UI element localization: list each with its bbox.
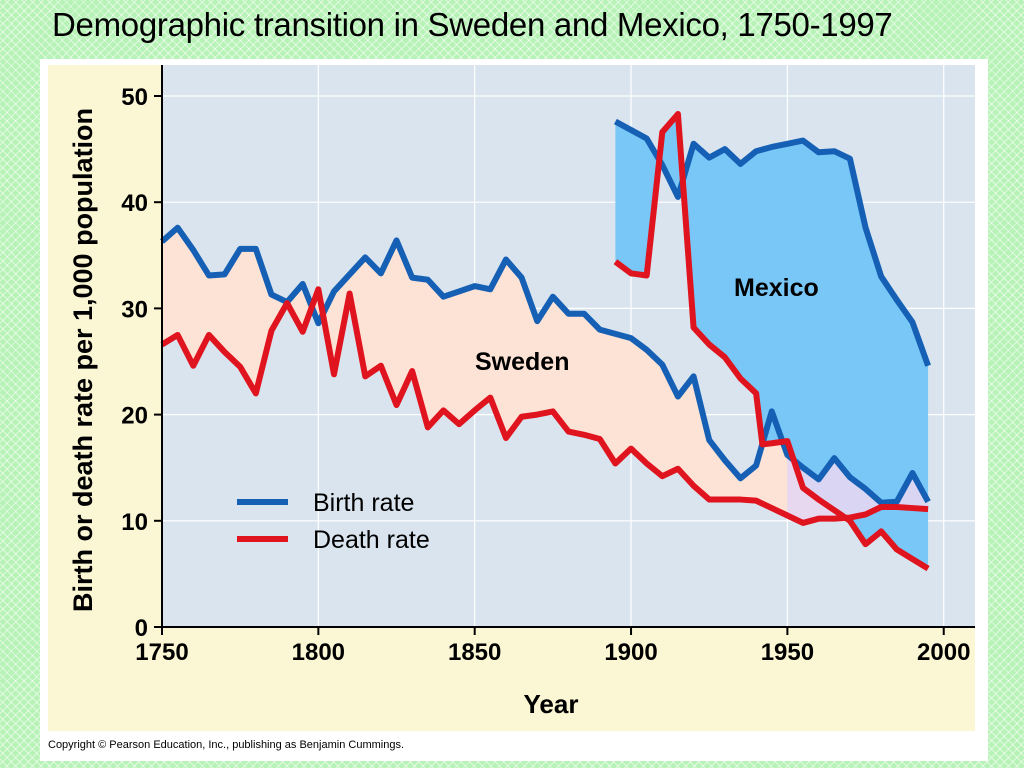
legend-death-label: Death rate <box>313 526 430 554</box>
x-axis-label: Year <box>524 689 579 719</box>
mexico-death-rate-line <box>613 111 930 572</box>
x-tick-label-2000: 2000 <box>917 639 970 666</box>
x-tick-label-1850: 1850 <box>448 639 501 666</box>
axis-band-bottom <box>48 627 975 731</box>
tick-labels: 1750 1800 1850 1900 1950 2000 0 10 20 30 40 50 <box>121 84 970 666</box>
x-tick-label-1800: 1800 <box>292 639 345 666</box>
sweden-birth-rate-line <box>160 224 931 506</box>
y-tick-label-0: 0 <box>135 615 148 642</box>
region-label-mexico: Mexico <box>734 274 819 302</box>
region-label-sweden: Sweden <box>475 348 569 376</box>
legend: Birth rate Death rate <box>237 489 430 554</box>
mexico-birth-rate-line <box>613 118 931 367</box>
x-tick-label-1900: 1900 <box>604 639 657 666</box>
axis-band-left <box>48 65 162 731</box>
axes <box>154 65 975 635</box>
series-lines <box>160 111 931 572</box>
demographic-chart: 1750 1800 1850 1900 1950 2000 0 10 20 30 40 50 Birt… <box>48 65 975 731</box>
copyright-notice: Copyright © Pearson Education, Inc., pub… <box>48 739 405 751</box>
legend-birth-label: Birth rate <box>313 489 414 517</box>
chart-panel: 1750 1800 1850 1900 1950 2000 0 10 20 30 40 50 Birt… <box>40 59 988 761</box>
y-tick-label-10: 10 <box>121 509 148 536</box>
x-tick-label-1950: 1950 <box>761 639 814 666</box>
x-tick-label-1750: 1750 <box>135 639 188 666</box>
y-axis-label: Birth or death rate per 1,000 population <box>68 108 98 612</box>
y-tick-label-30: 30 <box>121 296 148 323</box>
mexico-gap-area <box>615 114 929 569</box>
y-tick-label-20: 20 <box>121 403 148 430</box>
y-tick-label-40: 40 <box>121 190 148 217</box>
y-tick-label-50: 50 <box>121 84 148 111</box>
sweden-death-rate-line <box>160 286 929 526</box>
slide-title: Demographic transition in Sweden and Mex… <box>52 6 893 43</box>
